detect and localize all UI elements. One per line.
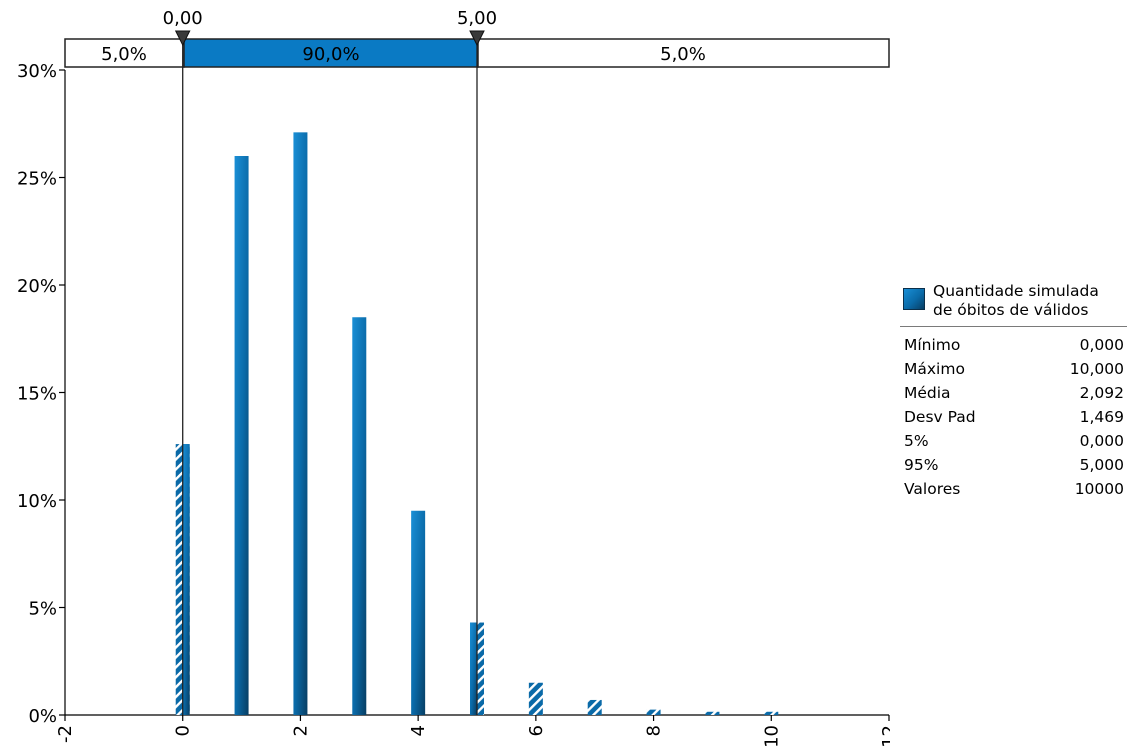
stat-value: 0,000 [1079, 432, 1124, 450]
stat-label: Mínimo [904, 336, 961, 354]
stat-label: Máximo [904, 360, 965, 378]
stat-row-p95: 95% 5,000 [900, 453, 1127, 477]
histogram-bar [587, 699, 602, 715]
x-tick-label: 4 [408, 725, 429, 736]
stat-row-desv-pad: Desv Pad 1,469 [900, 405, 1127, 429]
stat-value: 5,000 [1079, 456, 1124, 474]
x-tick-label: 6 [526, 725, 547, 736]
histogram-bar [352, 317, 367, 715]
band-left-label: 5,0% [101, 44, 147, 65]
band-right-label: 5,0% [660, 44, 706, 65]
histogram-bars [175, 132, 779, 716]
left-delimiter[interactable]: 0,00 [163, 8, 203, 715]
left-delimiter-value: 0,00 [163, 8, 203, 29]
x-tick-label: 0 [173, 725, 194, 736]
stat-row-media: Média 2,092 [900, 381, 1127, 405]
band-right-segment [477, 38, 890, 68]
stat-row-maximo: Máximo 10,000 [900, 357, 1127, 381]
series-name-line2: de óbitos de válidos [933, 301, 1089, 319]
x-tick-label: 8 [644, 725, 665, 736]
y-tick-label: 10% [17, 491, 57, 512]
stat-label: 5% [904, 432, 929, 450]
stat-label: Desv Pad [904, 408, 976, 426]
x-tick-label: -2 [55, 725, 76, 743]
stat-value: 0,000 [1079, 336, 1124, 354]
histogram-bar [293, 132, 308, 716]
x-axis-ticks: -2 0 2 4 6 8 10 12 [55, 715, 890, 748]
x-tick-label: 10 [761, 725, 782, 748]
band-middle-segment [183, 38, 479, 68]
histogram-bar [234, 156, 249, 715]
left-delimiter-handle[interactable] [174, 30, 191, 47]
y-tick-label: 25% [17, 169, 57, 190]
histogram-bar [182, 444, 190, 715]
statistics-table: Mínimo 0,000 Máximo 10,000 Média 2,092 D… [900, 333, 1127, 501]
histogram-bar [705, 711, 720, 715]
percentile-band: 5,0% 90,0% 5,0% [64, 38, 890, 68]
right-delimiter[interactable]: 5,00 [457, 8, 497, 715]
histogram-bar [528, 682, 543, 715]
stat-value: 10000 [1074, 480, 1124, 498]
y-tick-label: 20% [17, 276, 57, 297]
histogram-bar [646, 709, 661, 715]
y-tick-label: 5% [28, 599, 57, 620]
stat-value: 2,092 [1079, 384, 1124, 402]
histogram-bar [411, 510, 426, 715]
stat-label: Média [904, 384, 951, 402]
stat-value: 1,469 [1079, 408, 1124, 426]
y-tick-label: 30% [17, 61, 57, 82]
band-middle-label: 90,0% [302, 44, 359, 65]
right-delimiter-value: 5,00 [457, 8, 497, 29]
y-tick-label: 0% [28, 706, 57, 727]
y-tick-label: 15% [17, 384, 57, 405]
stat-label: Valores [904, 480, 961, 498]
stat-label: 95% [904, 456, 939, 474]
y-axis-ticks: 0% 5% 10% 15% 20% 25% 30% [17, 61, 65, 727]
histogram-chart: 5,0% 90,0% 5,0% 0% 5% 10% 15% 20% 25% 30% -2 0 2… [17, 8, 890, 748]
stat-row-p5: 5% 0,000 [900, 429, 1127, 453]
stat-value: 10,000 [1069, 360, 1124, 378]
x-tick-label: 12 [879, 725, 890, 748]
right-delimiter-handle[interactable] [469, 30, 485, 47]
legend-panel: Quantidade simulada de óbitos de válidos… [900, 282, 1127, 501]
stat-row-valores: Valores 10000 [900, 477, 1127, 501]
histogram-bar [764, 711, 779, 715]
series-name-line1: Quantidade simulada [933, 282, 1099, 300]
band-left-segment [64, 38, 185, 68]
x-tick-label: 2 [290, 725, 311, 736]
legend-header: Quantidade simulada de óbitos de válidos [900, 282, 1127, 327]
series-swatch [903, 288, 925, 310]
histogram-bar [470, 622, 477, 715]
stat-row-minimo: Mínimo 0,000 [900, 333, 1127, 357]
series-name: Quantidade simulada de óbitos de válidos [933, 282, 1099, 320]
